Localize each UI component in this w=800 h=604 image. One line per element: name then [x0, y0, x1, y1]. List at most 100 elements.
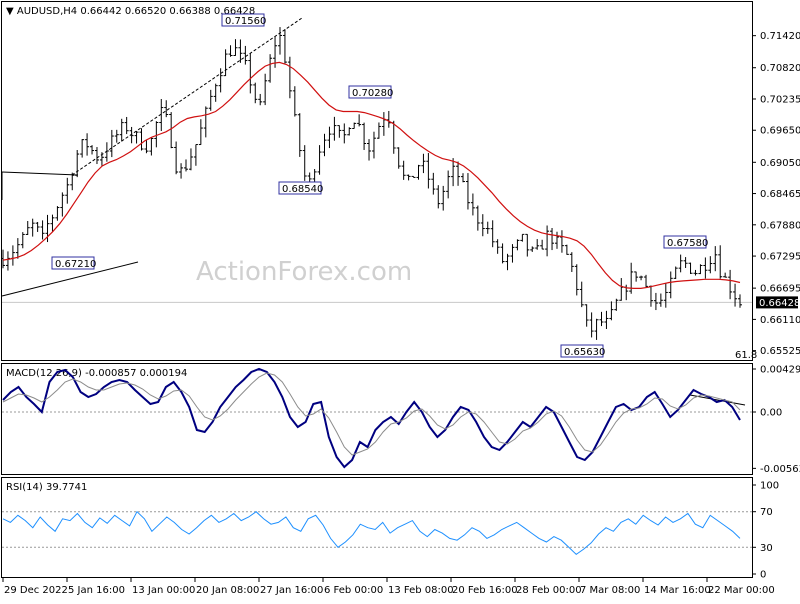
ohlc-bar — [520, 233, 525, 242]
svg-text:7 Mar 08:00: 7 Mar 08:00 — [580, 585, 640, 596]
x-tick-label: 5 Jan 16:00 — [66, 578, 125, 596]
ohlc-bar — [599, 311, 604, 327]
ohlc-bar — [30, 218, 35, 237]
ohlc-bar — [579, 281, 584, 308]
price-y-tick: 0.70235 — [752, 94, 800, 105]
price-annotation: 0.71560 — [221, 13, 266, 27]
ohlc-bar — [480, 214, 485, 237]
ohlc-bar — [367, 139, 372, 161]
ohlc-bar — [347, 127, 352, 136]
price-annotation: 0.67580 — [663, 235, 708, 249]
price-plot: 61.8 0.67210 0.71560 0.68540 0.70280 0.65630 0… — [1, 13, 757, 361]
price-annotation: 0.68540 — [278, 181, 323, 195]
ohlc-bar — [713, 246, 718, 272]
svg-text:0.68465: 0.68465 — [760, 189, 800, 200]
ohlc-bar — [416, 164, 421, 180]
y-axis-labels: 0.71420 0.70820 0.70235 0.69650 0.69050 0.684… — [752, 31, 800, 581]
price-y-tick: 0.67880 — [752, 220, 800, 231]
ohlc-bar — [639, 275, 644, 281]
ohlc-bar — [451, 158, 456, 187]
ohlc-bar — [371, 131, 376, 159]
svg-text:13 Jan 00:00: 13 Jan 00:00 — [132, 585, 195, 596]
ohlc-bar — [302, 145, 307, 181]
ohlc-bar — [248, 53, 253, 94]
ohlc-bar — [139, 128, 144, 151]
ohlc-bar — [268, 54, 273, 83]
ohlc-bar — [723, 272, 728, 278]
ohlc-bar — [728, 269, 733, 300]
ohlc-bar — [287, 56, 292, 99]
ohlc-bar — [154, 121, 159, 148]
ohlc-bar — [104, 142, 109, 162]
svg-text:0.71420: 0.71420 — [760, 31, 800, 42]
ohlc-bar — [535, 239, 540, 250]
svg-text:0.70280: 0.70280 — [352, 88, 393, 99]
macd-y-tick: -0.005636 — [752, 464, 800, 475]
ohlc-bar — [470, 193, 475, 216]
ohlc-bar — [574, 264, 579, 296]
svg-text:0.67295: 0.67295 — [760, 252, 800, 263]
rsi-panel-header: RSI(14) 39.7741 — [6, 482, 87, 493]
ohlc-bar — [99, 152, 104, 166]
ohlc-bar — [683, 257, 688, 269]
svg-text:14 Mar 16:00: 14 Mar 16:00 — [644, 585, 711, 596]
svg-text:0.69650: 0.69650 — [760, 126, 800, 137]
ohlc-bar — [609, 301, 614, 321]
ohlc-bar — [495, 239, 500, 254]
svg-text:0: 0 — [760, 570, 766, 581]
channel-top-line — [1, 171, 79, 176]
ohlc-bar — [70, 172, 75, 191]
price-annotation: 0.67210 — [51, 256, 96, 270]
ohlc-bar — [5, 251, 10, 271]
ohlc-bar — [376, 122, 381, 139]
ohlc-bar — [525, 233, 530, 257]
svg-text:0.66110: 0.66110 — [760, 315, 800, 326]
macd-main-line — [2, 367, 741, 469]
ohlc-bar — [698, 264, 703, 275]
svg-text:0.65525: 0.65525 — [760, 346, 800, 357]
macd-plot — [2, 367, 752, 469]
fib-label: 61.8 — [735, 350, 757, 361]
support-line — [1, 261, 139, 297]
ohlc-bar — [332, 116, 337, 141]
ohlc-bar — [243, 45, 248, 65]
ohlc-bar — [693, 269, 698, 276]
price-y-tick: 0.65525 — [752, 346, 800, 357]
ohlc-bar — [10, 245, 15, 266]
ohlc-bar — [357, 114, 362, 127]
ohlc-bar — [218, 68, 223, 93]
ohlc-bar — [554, 231, 559, 249]
ohlc-bar — [233, 39, 238, 56]
ohlc-bar — [109, 129, 114, 158]
ohlc-bar — [317, 145, 322, 175]
ohlc-bar — [213, 83, 218, 102]
ohlc-bar — [441, 185, 446, 211]
x-tick-label: 28 Feb 00:00 — [514, 578, 582, 596]
price-y-tick: 0.70820 — [752, 63, 800, 74]
price-y-tick: 0.66110 — [752, 315, 800, 326]
ohlc-bar — [184, 159, 189, 172]
svg-text:0.67880: 0.67880 — [760, 220, 800, 231]
ohlc-bar — [411, 175, 416, 178]
ohlc-bar — [658, 293, 663, 307]
x-tick-label: 13 Jan 00:00 — [130, 578, 195, 596]
ohlc-bar — [386, 110, 391, 128]
ohlc-bar — [678, 254, 683, 273]
ohlc-bar — [436, 185, 441, 209]
ohlc-bar — [421, 153, 426, 174]
ohlc-bar — [179, 163, 184, 179]
ohlc-bar — [515, 239, 520, 251]
ohlc-bar — [144, 139, 149, 154]
svg-text:0.67580: 0.67580 — [667, 238, 708, 249]
ohlc-bar — [337, 125, 342, 138]
ohlc-bar — [238, 39, 243, 63]
ohlc-bar — [653, 292, 658, 311]
rsi-y-tick: 30 — [752, 543, 773, 554]
ohlc-bar — [258, 93, 263, 106]
ohlc-bar — [188, 148, 193, 171]
ohlc-bar — [85, 133, 90, 156]
ohlc-bar — [253, 82, 258, 104]
ohlc-bar — [629, 262, 634, 294]
ohlc-bar — [277, 27, 282, 55]
